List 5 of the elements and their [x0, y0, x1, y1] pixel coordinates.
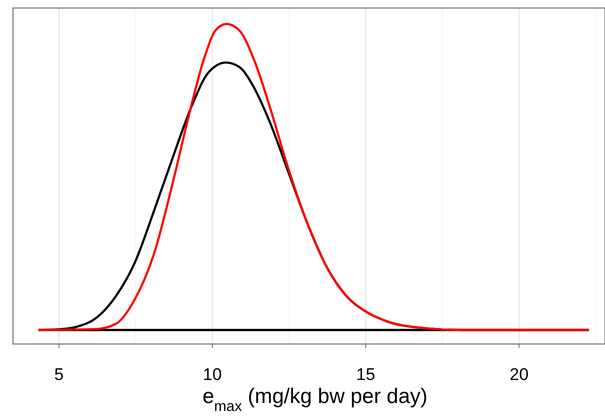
x-tick-label: 5: [54, 365, 64, 384]
x-tick-label: 20: [510, 365, 529, 384]
x-tick-label: 10: [202, 365, 222, 384]
x-tick-label: 15: [356, 365, 376, 384]
x-axis-title: e$_{max}$ (mg/kg bw per day): [202, 385, 428, 415]
